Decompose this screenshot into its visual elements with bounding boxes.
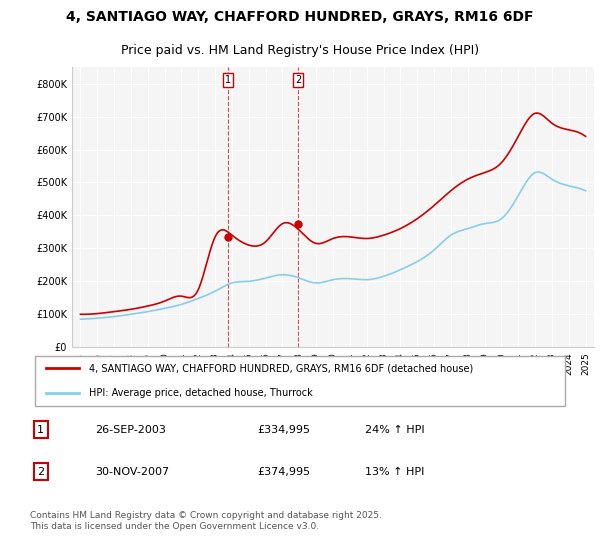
Text: 4, SANTIAGO WAY, CHAFFORD HUNDRED, GRAYS, RM16 6DF (detached house): 4, SANTIAGO WAY, CHAFFORD HUNDRED, GRAYS… (89, 363, 473, 374)
Text: Contains HM Land Registry data © Crown copyright and database right 2025.
This d: Contains HM Land Registry data © Crown c… (30, 511, 382, 531)
Text: £374,995: £374,995 (257, 467, 310, 477)
Text: 24% ↑ HPI: 24% ↑ HPI (365, 425, 424, 435)
Text: 1: 1 (224, 76, 231, 85)
Text: 13% ↑ HPI: 13% ↑ HPI (365, 467, 424, 477)
FancyBboxPatch shape (35, 356, 565, 406)
Text: £334,995: £334,995 (257, 425, 310, 435)
Text: Price paid vs. HM Land Registry's House Price Index (HPI): Price paid vs. HM Land Registry's House … (121, 44, 479, 57)
Text: 2: 2 (295, 76, 301, 85)
Text: 1: 1 (37, 425, 44, 435)
Text: HPI: Average price, detached house, Thurrock: HPI: Average price, detached house, Thur… (89, 388, 313, 398)
Text: 30-NOV-2007: 30-NOV-2007 (95, 467, 169, 477)
Text: 4, SANTIAGO WAY, CHAFFORD HUNDRED, GRAYS, RM16 6DF: 4, SANTIAGO WAY, CHAFFORD HUNDRED, GRAYS… (66, 10, 534, 24)
Text: 26-SEP-2003: 26-SEP-2003 (95, 425, 166, 435)
Text: 2: 2 (37, 467, 44, 477)
